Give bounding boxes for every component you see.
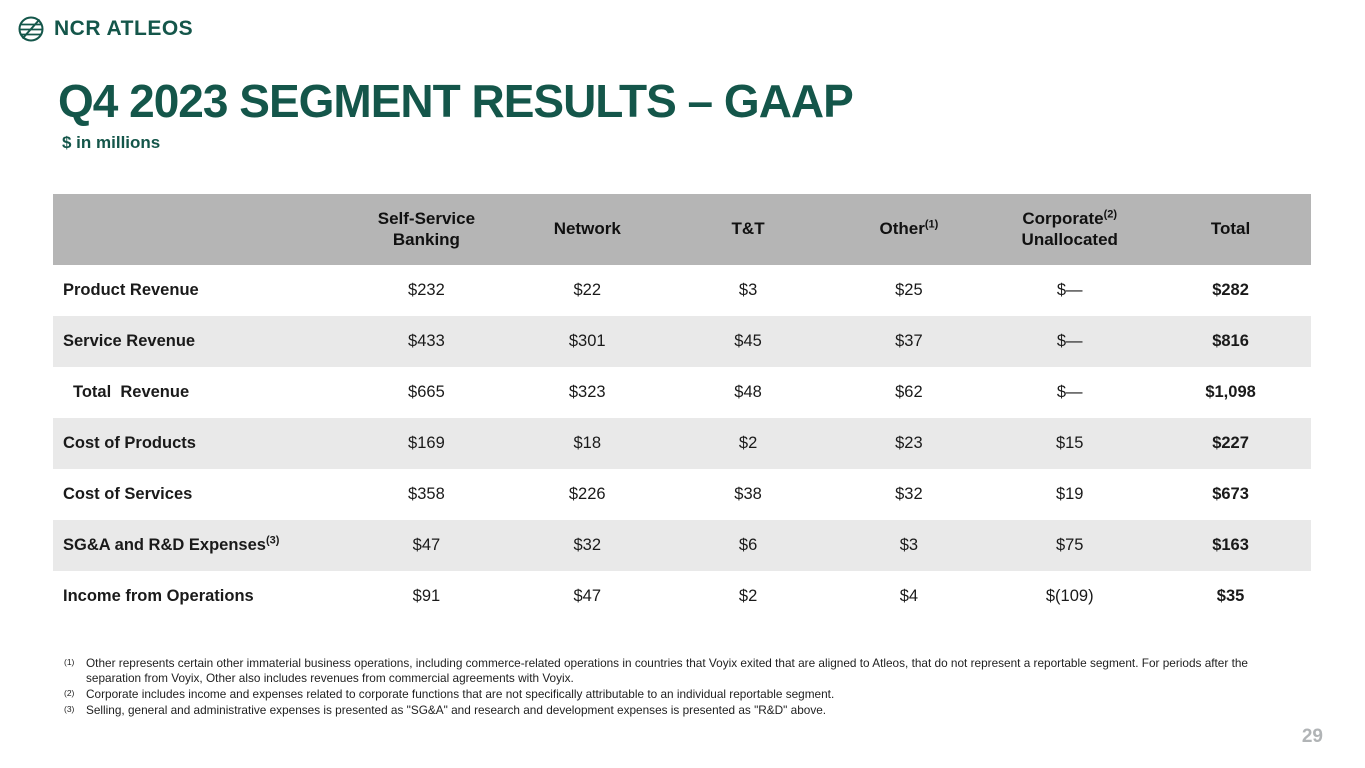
value-cell: $48 — [734, 383, 762, 401]
value-cell: $323 — [568, 383, 606, 401]
footnote-marker: (1) — [64, 657, 75, 667]
footnotes: (1) Other represents certain other immate… — [64, 656, 1304, 719]
row-label: Total Revenue — [73, 383, 190, 401]
value-cell: $35 — [1216, 587, 1245, 605]
value-cell: $18 — [506, 418, 668, 469]
value-cell: $37 — [828, 316, 990, 367]
value-cell: $665 — [408, 383, 445, 401]
value-cell: $15 — [989, 418, 1151, 469]
value-cell: $232 — [408, 281, 445, 299]
value-cell: $62 — [895, 383, 923, 401]
value-cell: $163 — [1150, 520, 1311, 571]
value-cell: $301 — [506, 316, 668, 367]
value-cell: $19 — [1055, 485, 1084, 503]
row-label: Product Revenue — [63, 281, 199, 299]
table-row: Service Revenue $433 $301 $45 $37 $— $816 — [53, 316, 1311, 367]
value-cell: $3 — [738, 281, 758, 299]
footnote: (1) Other represents certain other immate… — [64, 656, 1304, 686]
footnote-text: Selling, general and administrative expe… — [86, 703, 827, 718]
value-cell: $3 — [828, 520, 990, 571]
value-cell: $47 — [573, 587, 601, 605]
row-label: Income from Operations — [63, 587, 254, 605]
footnote: (2) Corporate includes income and expense… — [64, 687, 1304, 702]
row-label: Service Revenue — [53, 316, 346, 367]
value-cell: $226 — [568, 485, 606, 503]
footnote-text: Other represents certain other immateria… — [86, 656, 1248, 686]
logo-text: NCR ATLEOS — [54, 17, 194, 40]
header-cell: Other(1) — [828, 194, 990, 265]
table-row: Cost of Products $169 $18 $2 $23 $15 $227 — [53, 418, 1311, 469]
value-cell: $32 — [506, 520, 668, 571]
table-row: Total Revenue $665 $323 $48 $62 $— $1,098 — [53, 367, 1311, 418]
value-cell: $816 — [1150, 316, 1311, 367]
header-cell: T&T — [667, 194, 829, 265]
footnote-marker: (3) — [64, 704, 75, 715]
value-cell: $2 — [738, 587, 758, 605]
row-label: Cost of Products — [53, 418, 346, 469]
value-cell: $47 — [346, 520, 507, 571]
value-cell: $4 — [899, 587, 919, 605]
value-cell: $169 — [346, 418, 507, 469]
header-cell-blank — [53, 194, 346, 265]
table-row: Product Revenue $232 $22 $3 $25 $— $282 — [53, 265, 1311, 316]
footnote-text: Corporate includes income and expenses r… — [86, 687, 835, 702]
value-cell: $23 — [828, 418, 990, 469]
header-cell: Total — [1150, 194, 1311, 265]
table-row: Income from Operations $91 $47 $2 $4 $(109) $3… — [53, 571, 1311, 622]
value-cell: $22 — [573, 281, 601, 299]
subtitle: $ in millions — [62, 133, 161, 152]
header-cell: Corporate(2) Unallocated — [989, 194, 1151, 265]
page-title: Q4 2023 SEGMENT RESULTS – GAAP — [58, 75, 854, 127]
table-row: Cost of Services $358 $226 $38 $32 $19 $673 — [53, 469, 1311, 520]
value-cell: $45 — [667, 316, 829, 367]
segment-results-table: Self-Service Banking Network T&T Other(1) Cor… — [53, 194, 1311, 622]
header-cell: Network — [506, 194, 668, 265]
row-label: SG&A and R&D Expenses(3) — [53, 520, 346, 571]
table-header-row: Self-Service Banking Network T&T Other(1) Cor… — [53, 194, 1311, 265]
row-label: Cost of Services — [63, 485, 193, 503]
value-cell: $282 — [1212, 281, 1249, 299]
table-row: SG&A and R&D Expenses(3) $47 $32 $6 $3 $75 $16… — [53, 520, 1311, 571]
value-cell: $32 — [895, 485, 923, 503]
page-number: 29 — [1301, 726, 1323, 747]
value-cell: $— — [1056, 383, 1083, 401]
globe-icon — [18, 16, 44, 42]
value-cell: $91 — [412, 587, 441, 605]
footnote: (3) Selling, general and administrative e… — [64, 703, 1304, 718]
footnote-marker: (2) — [64, 688, 75, 699]
value-cell: $6 — [667, 520, 829, 571]
value-cell: $673 — [1212, 485, 1249, 503]
value-cell: $— — [989, 316, 1151, 367]
value-cell: $2 — [667, 418, 829, 469]
value-cell: $1,098 — [1205, 383, 1256, 401]
value-cell: $358 — [408, 485, 445, 503]
value-cell: $227 — [1150, 418, 1311, 469]
value-cell: $25 — [895, 281, 923, 299]
header-cell: Self-Service Banking — [346, 194, 507, 265]
value-cell: $(109) — [1045, 587, 1094, 605]
value-cell: $38 — [734, 485, 762, 503]
value-cell: $433 — [346, 316, 507, 367]
value-cell: $— — [1056, 281, 1083, 299]
logo: NCR ATLEOS — [16, 14, 193, 44]
value-cell: $75 — [989, 520, 1151, 571]
